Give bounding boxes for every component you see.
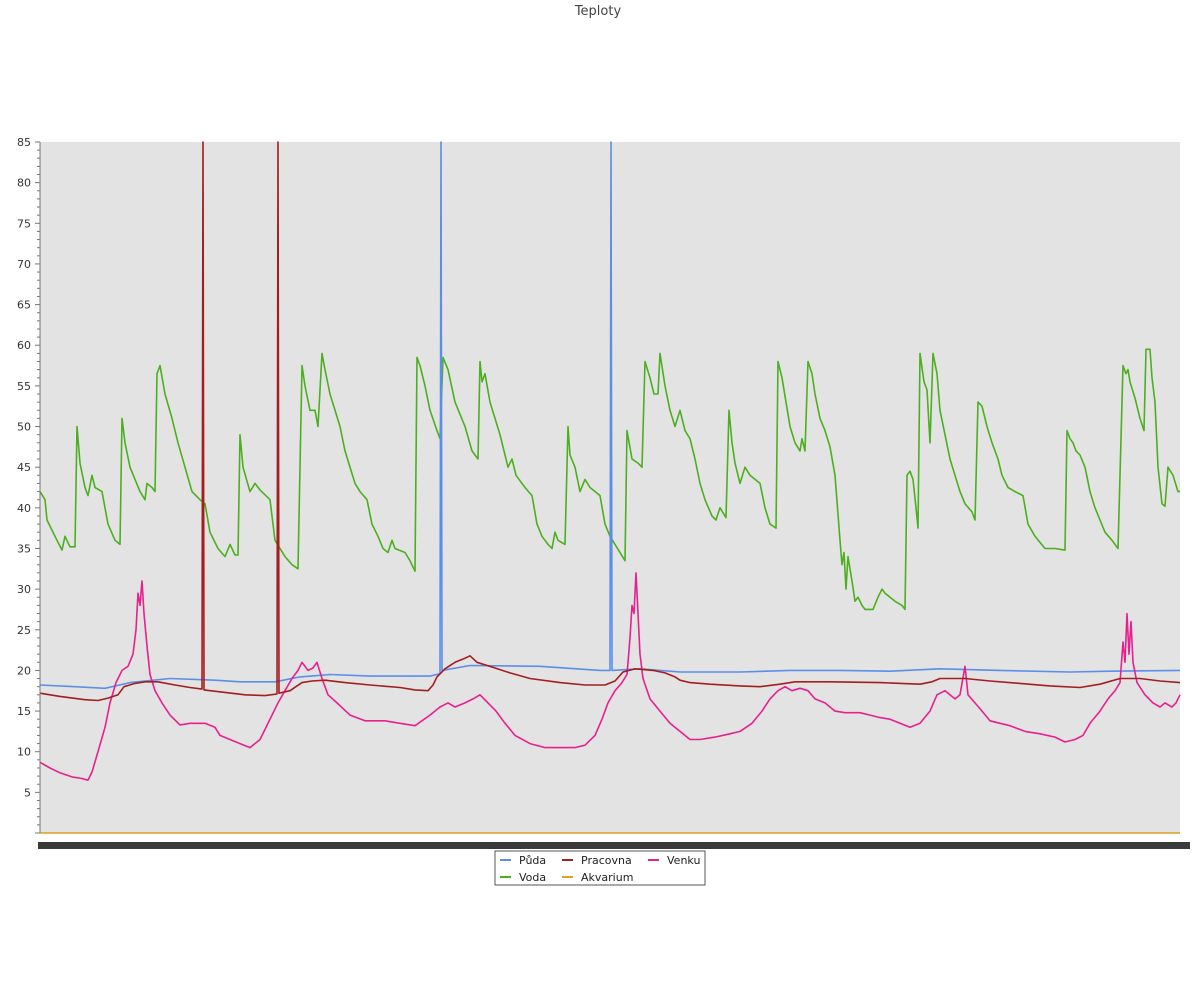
y-tick-label: 80 — [17, 177, 31, 190]
y-tick-label: 75 — [17, 217, 31, 230]
series-line-voda — [39, 348, 1180, 611]
series-line-venku — [39, 572, 1181, 782]
y-tick-label: 70 — [17, 258, 31, 271]
y-tick-label: 25 — [17, 624, 31, 637]
y-tick-label: 10 — [17, 746, 31, 759]
y-tick-label: 55 — [17, 380, 31, 393]
y-tick-label: 15 — [17, 705, 31, 718]
y-tick-label: 85 — [17, 136, 31, 149]
y-tick-label: 30 — [17, 583, 31, 596]
y-tick-label: 5 — [24, 786, 31, 799]
legend-label: Pracovna — [581, 854, 632, 867]
x-axis-tick-band — [38, 842, 1190, 849]
y-tick-label: 60 — [17, 339, 31, 352]
y-tick-label: 50 — [17, 421, 31, 434]
y-axis-ticks: 5 10 15 20 25 30 35 40 45 50 55 60 65 70 75 80 85 — [17, 136, 40, 834]
legend-label: Půda — [519, 854, 546, 867]
y-tick-label: 20 — [17, 664, 31, 677]
y-tick-label: 65 — [17, 299, 31, 312]
chart-title: Teploty — [574, 4, 622, 19]
y-tick-label: 45 — [17, 461, 31, 474]
y-tick-label: 35 — [17, 542, 31, 555]
legend-box — [494, 850, 706, 886]
series-line-pracovna — [39, 141, 1181, 702]
legend-label: Venku — [667, 854, 700, 867]
series-line-p-da — [39, 141, 1181, 690]
y-tick-label: 40 — [17, 502, 31, 515]
legend: Půda Pracovna Venku Voda Akvarium — [494, 850, 706, 886]
legend-label: Akvarium — [581, 871, 633, 884]
legend-label: Voda — [519, 871, 546, 884]
series-layer — [39, 141, 1181, 834]
